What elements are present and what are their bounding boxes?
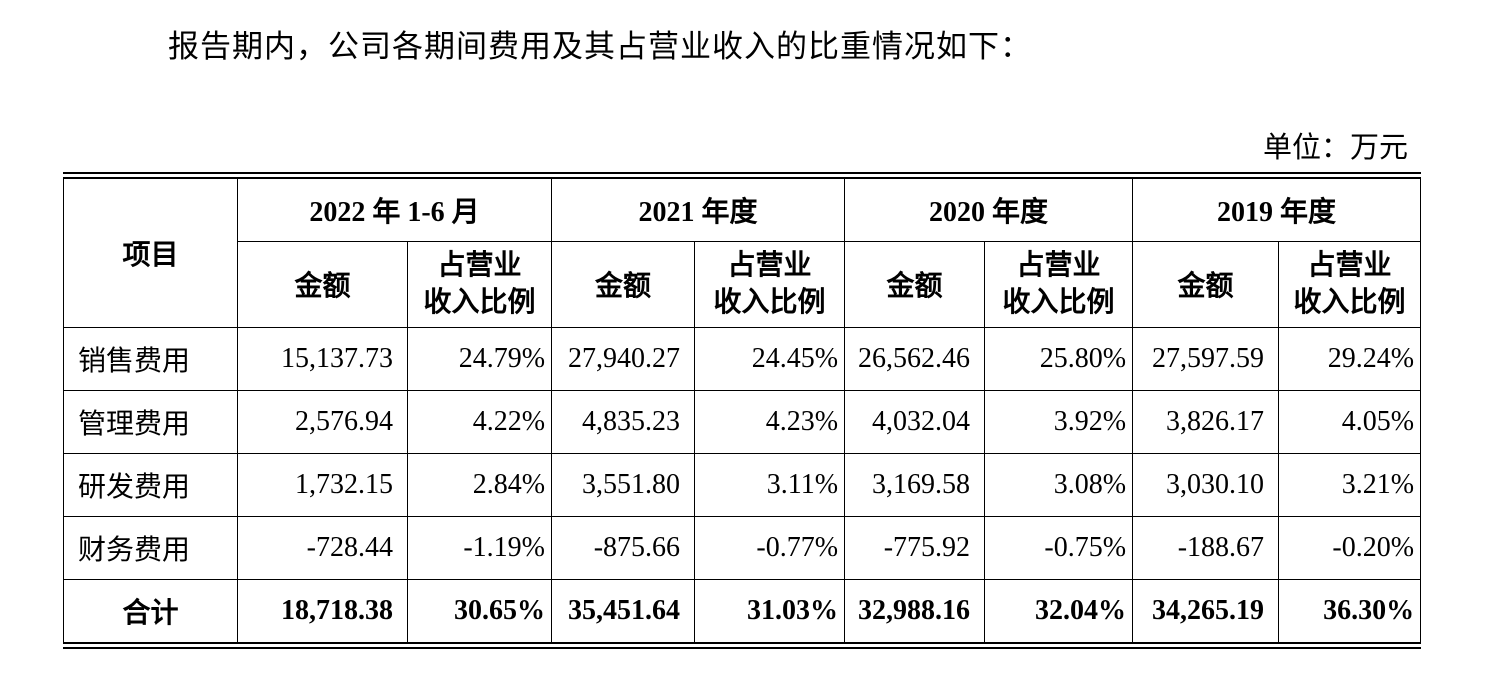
cell-ratio: 29.24% — [1278, 326, 1422, 391]
cell-amount: 1,732.15 — [237, 452, 408, 517]
header-period-2022h1: 2022 年 1-6 月 — [236, 174, 553, 242]
cell-ratio: 3.21% — [1278, 452, 1422, 517]
cell-ratio: 4.23% — [694, 389, 846, 454]
row-item-label: 销售费用 — [63, 326, 238, 391]
cell-ratio: 3.08% — [984, 452, 1134, 517]
table-row-admin-expense: 管理费用 2,576.94 4.22% 4,835.23 4.23% 4,032… — [63, 389, 1422, 454]
cell-ratio: 25.80% — [984, 326, 1134, 391]
row-item-label: 管理费用 — [63, 389, 238, 454]
header-period-row: 项目 2022 年 1-6 月 2021 年度 2020 年度 2019 年度 — [63, 174, 1422, 328]
header-sub-row: 金额 占营业 收入比例 金额 占营业 收入比例 金额 占营业 收入比例 金额 占… — [64, 240, 1422, 328]
cell-amount: 15,137.73 — [237, 326, 408, 391]
cell-amount: 4,835.23 — [551, 389, 696, 454]
cell-amount: 3,030.10 — [1132, 452, 1280, 517]
expense-table: 项目 2022 年 1-6 月 2021 年度 2020 年度 2019 年度 … — [63, 171, 1422, 649]
table-row-finance-expense: 财务费用 -728.44 -1.19% -875.66 -0.77% -775.… — [63, 515, 1422, 580]
unit-label: 单位：万元 — [1262, 131, 1408, 164]
cell-ratio: 3.92% — [984, 389, 1134, 454]
cell-amount: 34,265.19 — [1132, 578, 1280, 646]
cell-ratio: 24.79% — [406, 326, 553, 391]
intro-paragraph: 报告期内，公司各期间费用及其占营业收入的比重情况如下： — [168, 29, 1032, 64]
cell-amount: -188.67 — [1132, 515, 1280, 580]
header-period-2020: 2020 年度 — [844, 174, 1134, 242]
cell-ratio: 36.30% — [1278, 578, 1422, 646]
cell-amount: -775.92 — [844, 515, 986, 580]
header-ratio-2020: 占营业 收入比例 — [984, 240, 1134, 328]
cell-ratio: 32.04% — [984, 578, 1134, 646]
header-ratio-2021: 占营业 收入比例 — [694, 240, 846, 328]
cell-amount: 2,576.94 — [237, 389, 408, 454]
cell-ratio: -0.77% — [694, 515, 846, 580]
cell-ratio: -0.20% — [1278, 515, 1422, 580]
cell-amount: 4,032.04 — [844, 389, 986, 454]
cell-amount: 3,826.17 — [1132, 389, 1280, 454]
cell-ratio: 4.22% — [406, 389, 553, 454]
table-row-total: 合计 18,718.38 30.65% 35,451.64 31.03% 32,… — [63, 578, 1422, 646]
cell-amount: 3,169.58 — [844, 452, 986, 517]
cell-ratio: -1.19% — [406, 515, 553, 580]
row-item-label: 研发费用 — [63, 452, 238, 517]
header-amount-2019: 金额 — [1132, 240, 1280, 328]
cell-ratio: 24.45% — [694, 326, 846, 391]
table-row-selling-expense: 销售费用 15,137.73 24.79% 27,940.27 24.45% 2… — [63, 326, 1422, 391]
cell-amount: 27,597.59 — [1132, 326, 1280, 391]
table-row-rd-expense: 研发费用 1,732.15 2.84% 3,551.80 3.11% 3,169… — [63, 452, 1422, 517]
cell-amount: 27,940.27 — [551, 326, 696, 391]
header-item: 项目 — [63, 174, 238, 328]
header-amount-2020: 金额 — [844, 240, 986, 328]
cell-amount: -728.44 — [237, 515, 408, 580]
cell-amount: 3,551.80 — [551, 452, 696, 517]
cell-ratio: -0.75% — [984, 515, 1134, 580]
header-ratio-2022h1: 占营业 收入比例 — [406, 240, 553, 328]
cell-ratio: 31.03% — [694, 578, 846, 646]
cell-ratio: 30.65% — [406, 578, 553, 646]
cell-amount: 32,988.16 — [844, 578, 986, 646]
cell-amount: 35,451.64 — [551, 578, 696, 646]
header-amount-2021: 金额 — [551, 240, 696, 328]
cell-ratio: 3.11% — [694, 452, 846, 517]
header-period-2021: 2021 年度 — [551, 174, 846, 242]
cell-ratio: 2.84% — [406, 452, 553, 517]
cell-amount: -875.66 — [551, 515, 696, 580]
row-item-label: 合计 — [63, 578, 238, 646]
header-period-2019: 2019 年度 — [1132, 174, 1422, 242]
header-ratio-2019: 占营业 收入比例 — [1278, 240, 1422, 328]
cell-amount: 18,718.38 — [237, 578, 408, 646]
cell-amount: 26,562.46 — [844, 326, 986, 391]
document-page: 报告期内，公司各期间费用及其占营业收入的比重情况如下： 单位：万元 项目 202… — [63, 29, 1422, 649]
row-item-label: 财务费用 — [63, 515, 238, 580]
cell-ratio: 4.05% — [1278, 389, 1422, 454]
header-amount-2022h1: 金额 — [237, 240, 408, 328]
